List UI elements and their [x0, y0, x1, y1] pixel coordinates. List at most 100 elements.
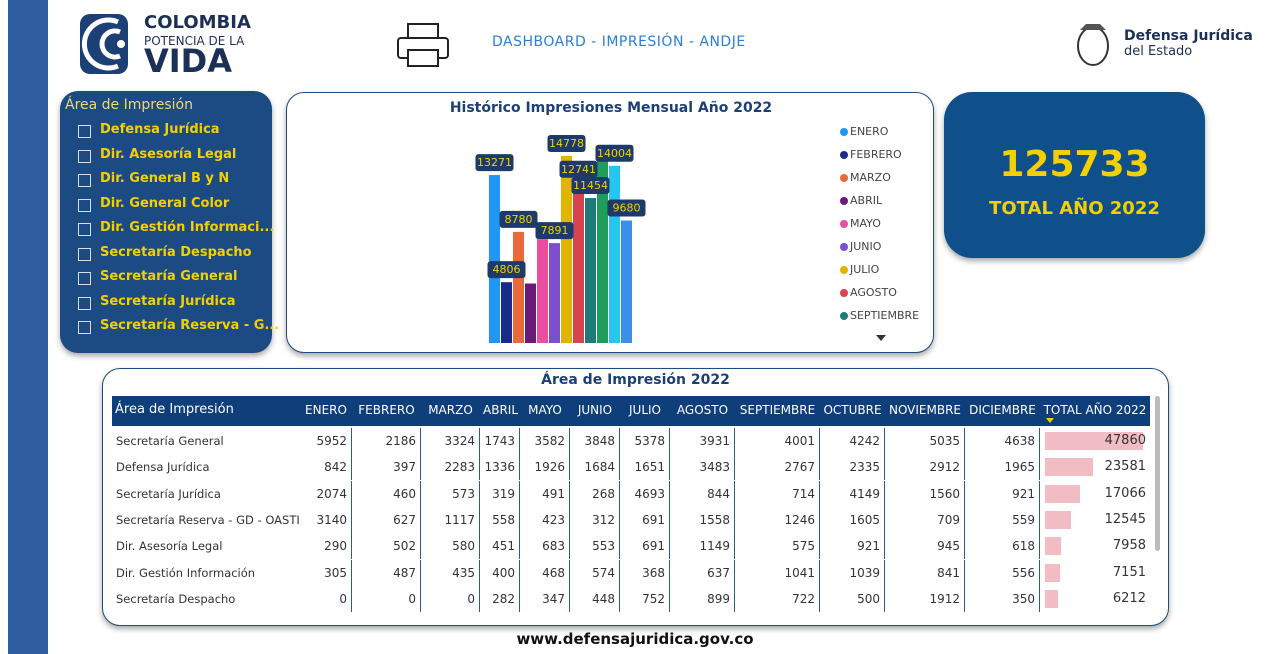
data-bar [1045, 537, 1062, 556]
table-cell: 7958 [1112, 538, 1146, 554]
chart: Histórico Impresiones Mensual Año 2022 1… [450, 100, 919, 343]
slicer-item[interactable]: Secretaría Jurídica [100, 293, 236, 309]
legend-marker [840, 197, 848, 205]
column-header[interactable]: JULIO [629, 403, 661, 417]
slicer-item[interactable]: Dir. General B y N [100, 171, 230, 186]
slicer-item[interactable]: Defensa Jurídica [100, 122, 220, 137]
bar [489, 175, 500, 343]
table-cell: 12545 [1104, 511, 1146, 527]
bar [573, 181, 584, 343]
slicer-item[interactable]: Secretaría Reserva - G... [100, 318, 280, 333]
table-cell: 435 [421, 559, 480, 586]
table-cell: 842 [300, 454, 352, 481]
logo-text: POTENCIA DE LA [144, 34, 245, 48]
table-cell: 268 [570, 480, 620, 507]
data-bar [1045, 510, 1071, 529]
legend-label: ENERO [850, 125, 889, 138]
legend-label: AGOSTO [850, 286, 897, 299]
chart-title: Histórico Impresiones Mensual Año 2022 [450, 100, 772, 116]
data-bar [1045, 432, 1143, 450]
table-cell: 1912 [885, 585, 965, 612]
slicer-item[interactable]: Dir. Asesoría Legal [100, 146, 237, 162]
table-cell: 397 [352, 454, 421, 481]
slicer-checkbox[interactable] [78, 125, 91, 138]
table-cell: 23581 [1104, 459, 1146, 475]
row-label: Secretaría Jurídica [116, 486, 221, 501]
column-header[interactable]: JUNIO [577, 403, 613, 417]
data-label-box [559, 160, 598, 178]
legend-marker [840, 289, 848, 297]
table-cell: 1246 [735, 506, 820, 533]
table-cell: 4242 [820, 428, 885, 454]
column-header[interactable]: Área de Impresión [115, 402, 234, 417]
column-header[interactable]: ENERO [305, 403, 347, 417]
slicer-checkbox[interactable] [78, 272, 91, 285]
table-cell: 844 [670, 480, 735, 507]
column-header[interactable]: ABRIL [483, 403, 519, 417]
table-cell: 4638 [965, 428, 1040, 454]
printer-icon [397, 23, 449, 67]
bar [609, 165, 620, 343]
bar [525, 283, 536, 343]
slicer-item[interactable]: Secretaría General [100, 269, 238, 284]
table-cell: 1926 [520, 454, 570, 481]
column-header[interactable]: MARZO [428, 403, 473, 417]
slicer-checkbox[interactable] [78, 149, 91, 163]
scrollbar[interactable] [1155, 396, 1160, 551]
table-cell: 556 [965, 559, 1040, 586]
column-header[interactable]: SEPTIEMBRE [739, 403, 816, 417]
table-cell: 448 [570, 585, 620, 612]
table-cell: 575 [735, 533, 820, 560]
bar [561, 156, 572, 343]
table-cell: 627 [352, 506, 421, 533]
column-header[interactable]: OCTUBRE [823, 403, 882, 417]
table-cell: 4693 [620, 480, 670, 507]
legend-marker [840, 312, 848, 320]
column-header[interactable]: FEBRERO [358, 403, 415, 417]
slicer-item[interactable]: Dir. General Color [100, 195, 230, 211]
table-cell: 423 [520, 506, 570, 533]
slicer-checkbox[interactable] [78, 296, 91, 310]
table-cell: 921 [820, 533, 885, 560]
kpi-value: 125733 [999, 144, 1150, 185]
column-header[interactable]: NOVIEMBRE [888, 403, 962, 417]
table-cell: 1558 [670, 506, 735, 533]
table-cell: 5378 [620, 428, 670, 454]
slicer-checkbox[interactable] [78, 198, 91, 212]
data-label: 11454 [573, 179, 608, 192]
data-label-box [595, 144, 634, 162]
slicer-checkbox[interactable] [78, 321, 91, 334]
legend-label: FEBRERO [850, 148, 902, 161]
table-cell: 1039 [820, 559, 885, 586]
table-cell: 4001 [735, 428, 820, 454]
sort-indicator [1046, 418, 1054, 423]
bar [537, 239, 548, 343]
data-label-box [475, 154, 514, 172]
data-label: 14778 [549, 137, 584, 150]
table-cell: 709 [885, 506, 965, 533]
legend-scroll-arrow[interactable] [876, 335, 886, 341]
table-cell: 752 [620, 585, 670, 612]
legend-marker [840, 174, 848, 182]
slicer-checkbox[interactable] [78, 174, 91, 187]
data-label: 14004 [597, 147, 632, 160]
slicer-checkbox[interactable] [78, 223, 91, 236]
slicer-checkbox[interactable] [78, 247, 91, 261]
data-label: 9680 [613, 202, 641, 215]
slicer-item[interactable]: Dir. Gestión Informaci... [100, 220, 275, 235]
column-header[interactable]: MAYO [528, 403, 562, 417]
legend-label: JUNIO [849, 240, 882, 253]
table-cell: 573 [421, 480, 480, 507]
data-bar [1045, 458, 1094, 477]
column-header[interactable]: DICIEMBRE [969, 403, 1036, 417]
column-header[interactable]: AGOSTO [676, 403, 729, 417]
logo-icon [80, 14, 128, 74]
column-header[interactable]: TOTAL AÑO 2022 [1043, 403, 1147, 417]
legend-marker [840, 266, 848, 274]
crest-icon [1077, 24, 1109, 66]
table-cell: 899 [670, 585, 735, 612]
slicer-item[interactable]: Secretaría Despacho [100, 244, 252, 260]
table-cell: 0 [421, 585, 480, 612]
table-cell: 290 [300, 533, 352, 560]
